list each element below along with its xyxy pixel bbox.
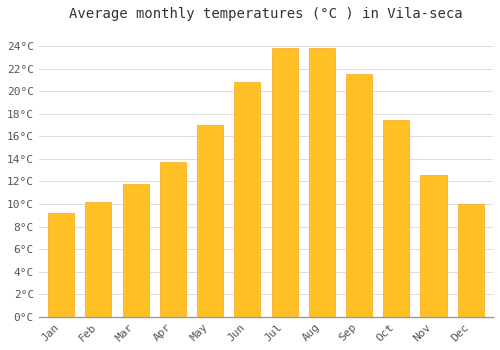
Title: Average monthly temperatures (°C ) in Vila-seca: Average monthly temperatures (°C ) in Vi… [69,7,462,21]
Bar [308,48,335,317]
Bar [122,184,148,317]
Bar [197,125,223,317]
Bar [346,74,372,317]
Bar [86,202,112,317]
Bar [234,82,260,317]
Bar [458,204,483,317]
Bar [48,213,74,317]
Bar [383,120,409,317]
Bar [420,175,446,317]
Bar [160,162,186,317]
Bar [272,48,297,317]
